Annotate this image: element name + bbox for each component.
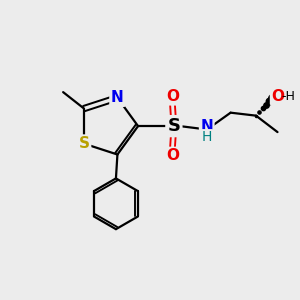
Text: S: S <box>167 117 180 135</box>
Text: O: O <box>166 148 179 164</box>
Text: -H: -H <box>281 90 295 103</box>
Text: N: N <box>200 119 213 134</box>
Text: N: N <box>111 90 124 105</box>
Text: O: O <box>271 89 284 104</box>
Text: H: H <box>202 130 212 145</box>
Text: O: O <box>166 89 179 104</box>
Text: S: S <box>79 136 89 151</box>
